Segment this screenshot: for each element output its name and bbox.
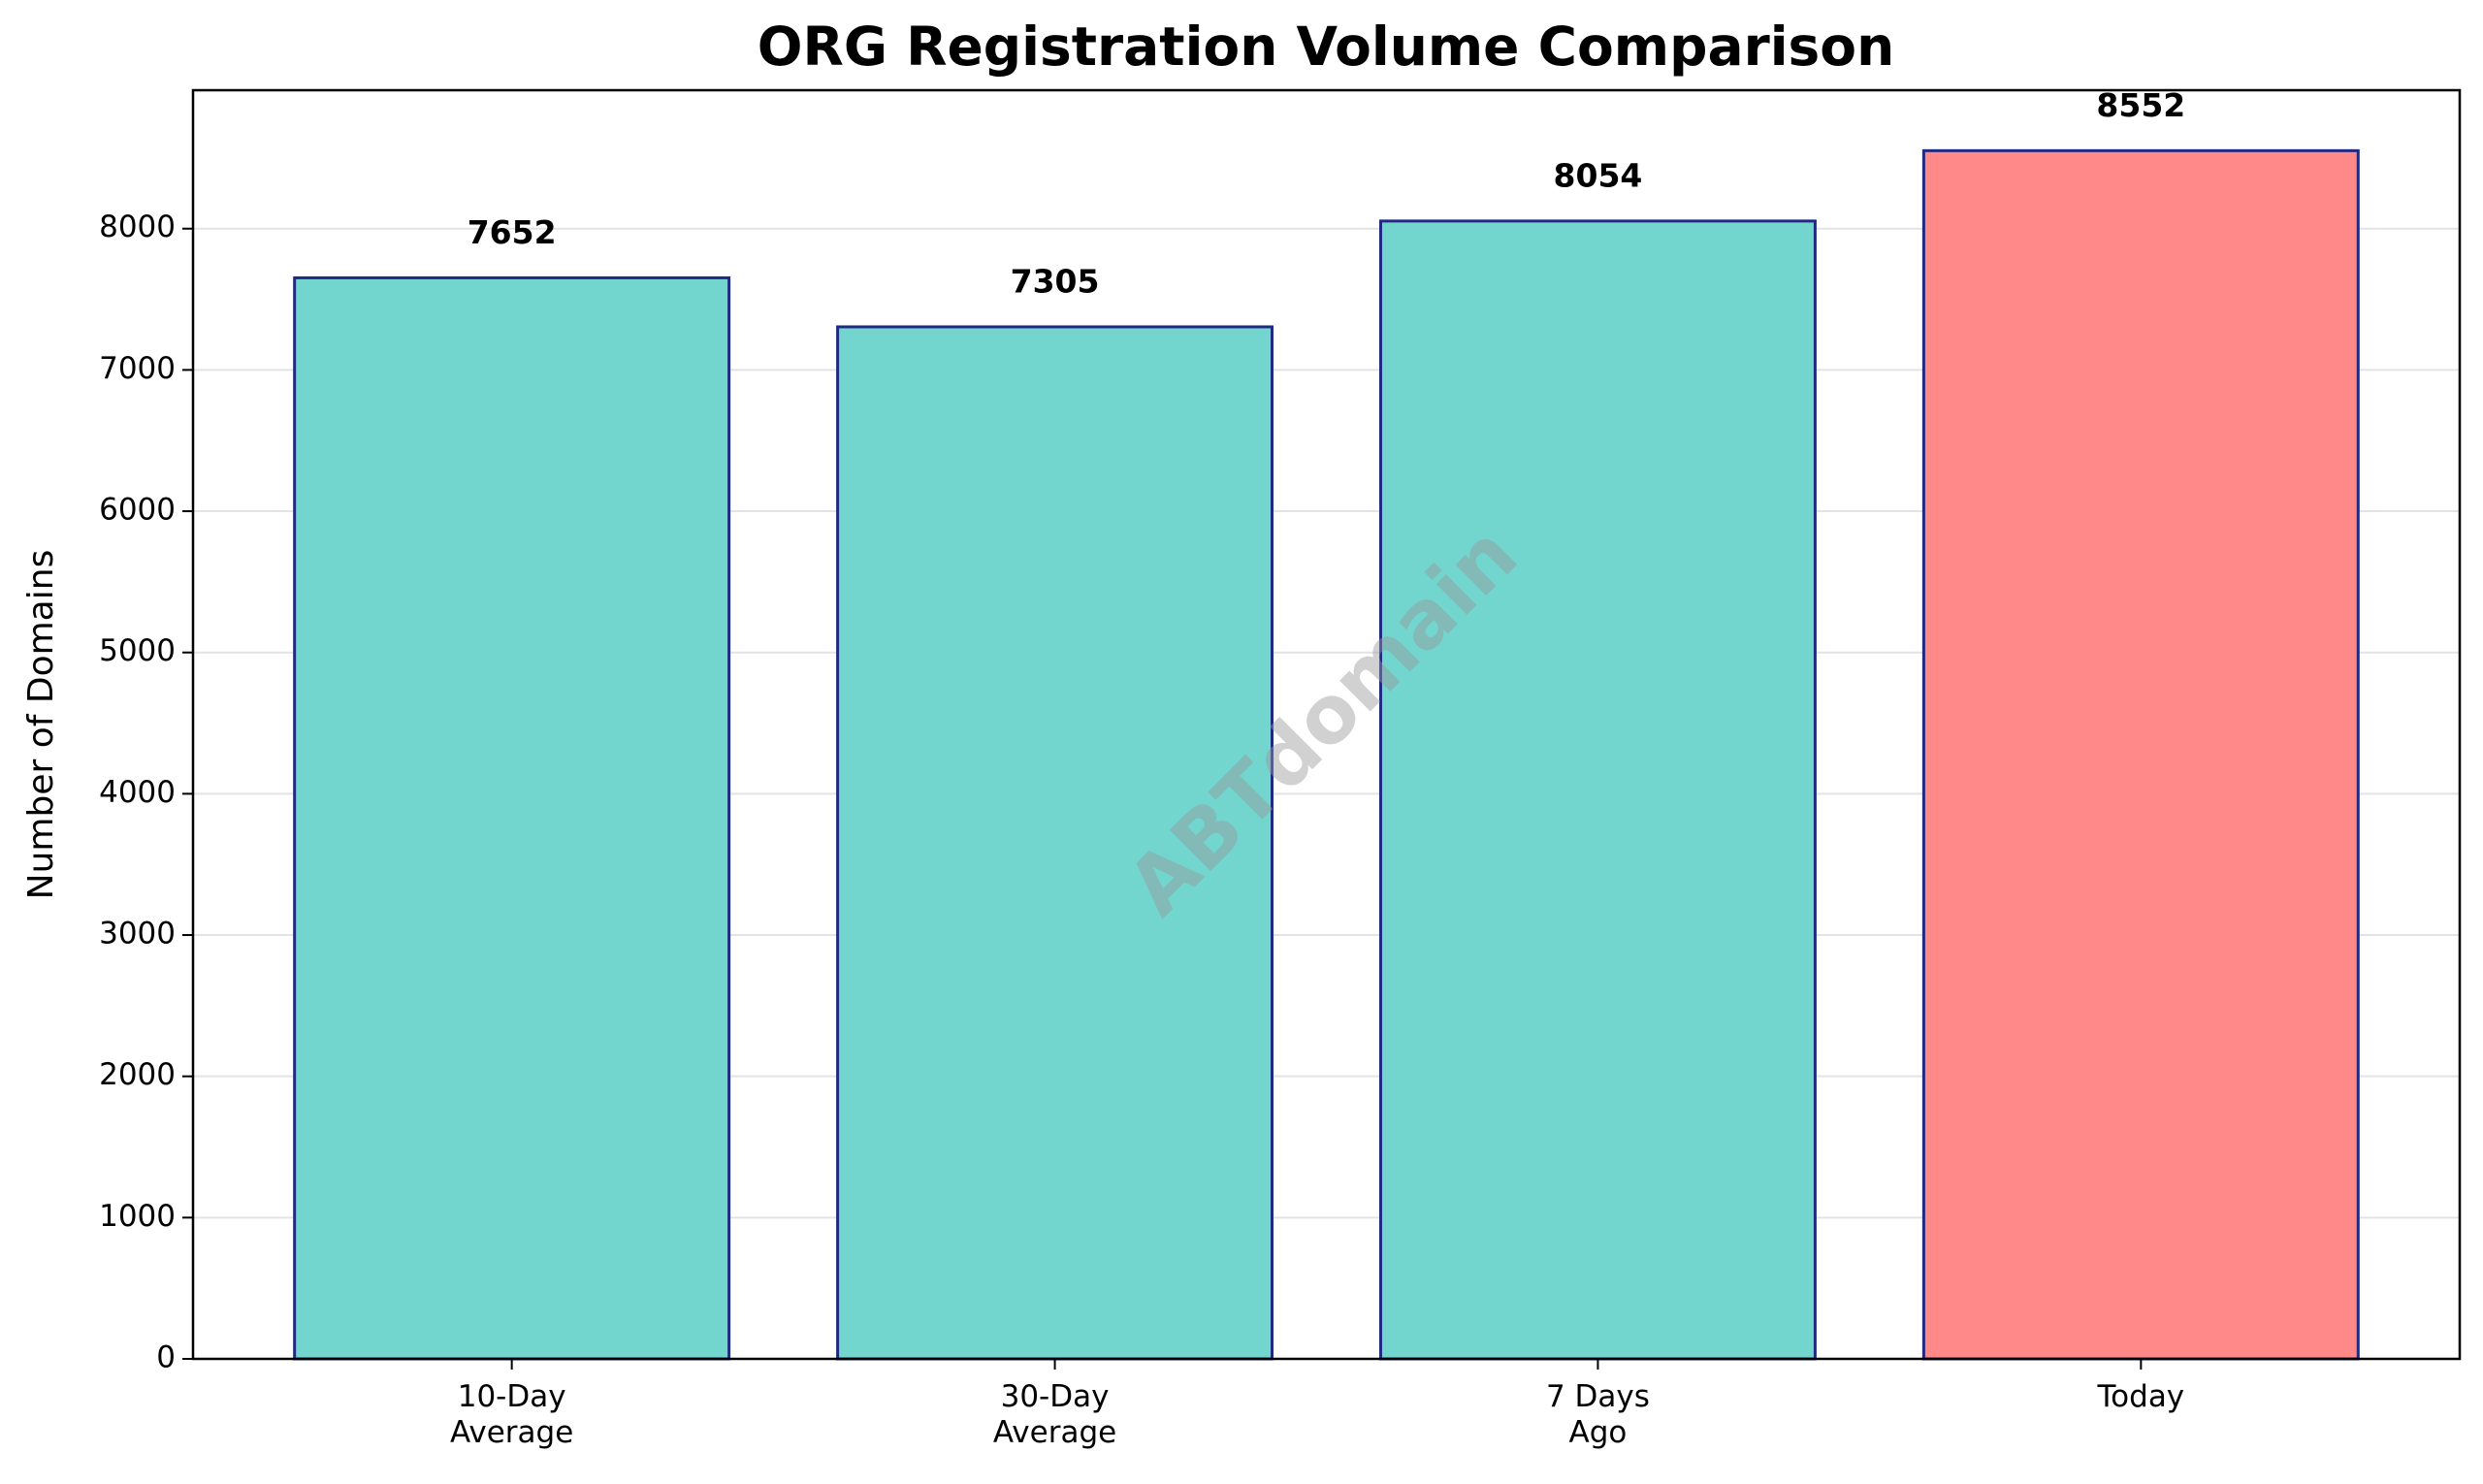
y-tick-label: 1000 <box>99 1199 176 1234</box>
x-tick-label: 10-Day Average <box>450 1379 574 1450</box>
value-label: 7305 <box>1011 262 1100 300</box>
x-tick-label: Today <box>2097 1379 2185 1414</box>
y-tick-label: 2000 <box>99 1057 176 1092</box>
bar <box>1921 148 2360 1361</box>
value-label: 7652 <box>468 213 557 251</box>
y-axis-label: Number of Domains <box>21 550 61 900</box>
y-tick-label: 5000 <box>99 633 176 668</box>
bar <box>293 275 731 1361</box>
y-tick-label: 8000 <box>99 210 176 244</box>
y-tick-label: 7000 <box>99 351 176 386</box>
y-tick-label: 0 <box>156 1340 176 1375</box>
y-tick-label: 4000 <box>99 775 176 810</box>
x-tick-label: 30-Day Average <box>992 1379 1117 1450</box>
y-tick-label: 6000 <box>99 493 176 528</box>
chart-title: ORG Registration Volume Comparison <box>758 16 1894 78</box>
plot-frame <box>191 88 2462 1361</box>
bar <box>836 325 1274 1361</box>
value-label: 8054 <box>1554 156 1643 194</box>
value-label: 8552 <box>2096 86 2185 124</box>
y-tick-label: 3000 <box>99 917 176 952</box>
x-tick-label: 7 Days Ago <box>1545 1379 1650 1450</box>
bar <box>1378 219 1817 1361</box>
